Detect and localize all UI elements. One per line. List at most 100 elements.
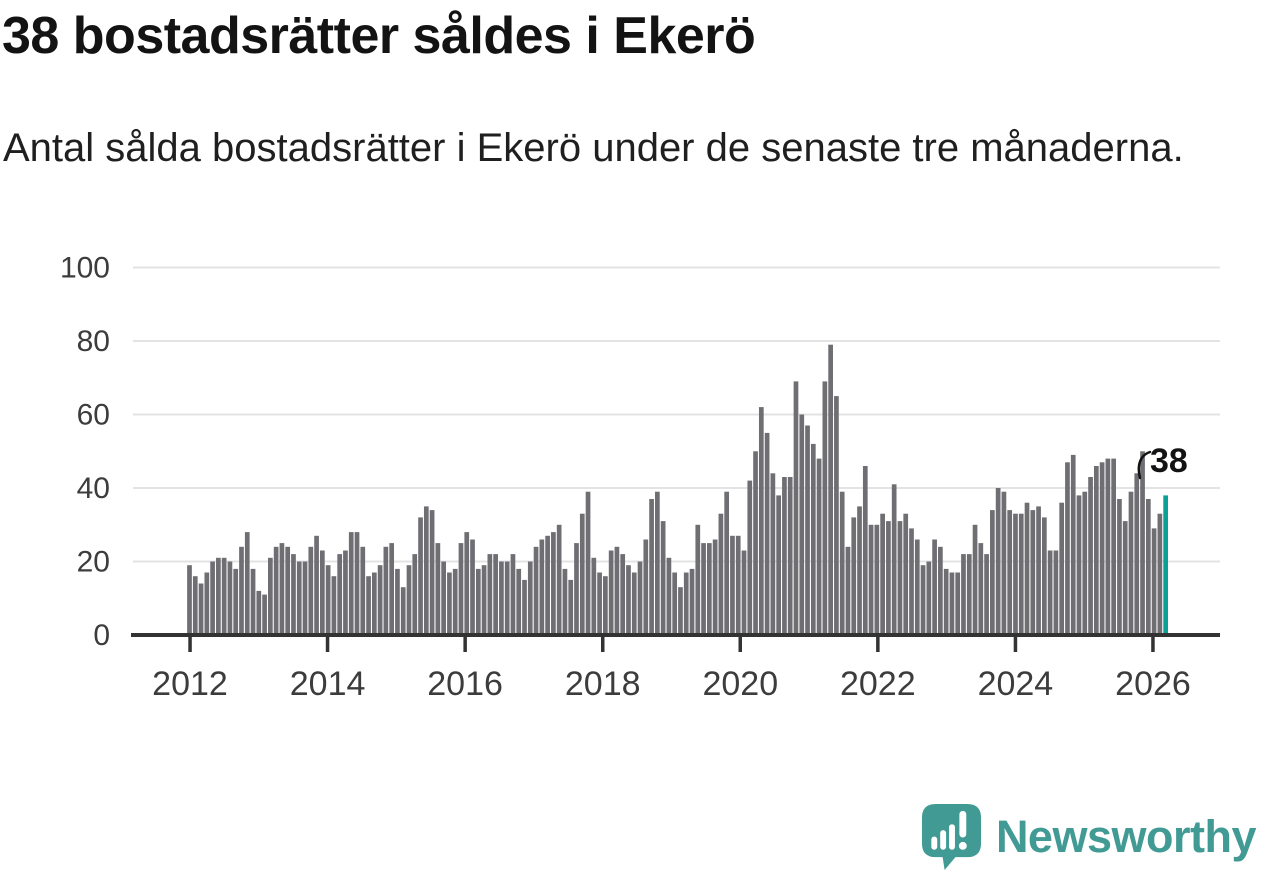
bar bbox=[348, 532, 354, 635]
bar bbox=[221, 557, 227, 635]
gridline bbox=[133, 413, 1220, 416]
bar bbox=[724, 491, 730, 635]
bar bbox=[1018, 513, 1024, 635]
x-axis-tick-label: 2012 bbox=[152, 665, 228, 703]
bar bbox=[718, 513, 724, 635]
bar bbox=[510, 554, 516, 635]
x-axis-tick bbox=[601, 637, 605, 652]
bar bbox=[244, 532, 250, 635]
bar bbox=[262, 594, 267, 635]
y-axis-tick-label: 40 bbox=[77, 472, 110, 505]
bar bbox=[1076, 495, 1082, 636]
bar bbox=[1105, 458, 1111, 635]
bar bbox=[764, 432, 770, 635]
bar bbox=[320, 550, 325, 635]
x-axis-tick-label: 2026 bbox=[1115, 665, 1191, 703]
bar bbox=[920, 565, 926, 635]
bar bbox=[452, 568, 458, 635]
bar bbox=[533, 546, 539, 635]
bar bbox=[493, 554, 498, 635]
bar bbox=[914, 539, 920, 635]
bar bbox=[470, 539, 475, 635]
chart-subtitle: Antal sålda bostadsrätter i Ekerö under … bbox=[3, 126, 1184, 170]
bar bbox=[591, 557, 597, 635]
x-axis-tick bbox=[463, 637, 467, 652]
bar bbox=[574, 543, 579, 635]
bar bbox=[666, 557, 672, 635]
x-axis-tick-label: 2022 bbox=[840, 665, 916, 703]
gridline bbox=[133, 487, 1220, 489]
bar bbox=[620, 554, 626, 635]
bar bbox=[776, 495, 781, 636]
bar bbox=[1007, 510, 1013, 635]
bar bbox=[475, 568, 481, 635]
bar bbox=[354, 532, 360, 635]
bar bbox=[1065, 462, 1070, 635]
annotation-leader-line bbox=[1137, 450, 1152, 480]
bar bbox=[903, 513, 909, 635]
bar bbox=[891, 484, 897, 635]
bar bbox=[256, 590, 262, 635]
bar bbox=[897, 521, 903, 635]
bar bbox=[435, 543, 441, 635]
last-value-annotation: 38 bbox=[1150, 442, 1188, 480]
bar bbox=[1059, 502, 1065, 635]
bar bbox=[395, 568, 400, 635]
bar bbox=[516, 568, 522, 635]
bar bbox=[787, 477, 793, 635]
bar bbox=[735, 535, 741, 635]
bar bbox=[608, 550, 614, 635]
bar bbox=[216, 557, 221, 635]
bar bbox=[268, 557, 273, 635]
bar bbox=[810, 443, 816, 635]
bar bbox=[337, 554, 343, 635]
bar bbox=[995, 488, 1001, 635]
bar bbox=[585, 491, 591, 635]
bar bbox=[874, 524, 880, 636]
bar bbox=[487, 554, 493, 635]
bar bbox=[730, 535, 735, 635]
bar bbox=[597, 572, 602, 635]
bar bbox=[1157, 513, 1163, 635]
bar bbox=[793, 381, 799, 635]
bar bbox=[943, 568, 949, 635]
bar bbox=[273, 546, 279, 635]
bar bbox=[816, 458, 822, 635]
bar bbox=[1047, 550, 1053, 635]
y-axis-tick-label: 80 bbox=[77, 325, 110, 358]
bar bbox=[862, 466, 868, 635]
bar bbox=[192, 576, 198, 635]
bar bbox=[325, 565, 331, 635]
bar bbox=[839, 491, 845, 635]
x-axis-tick bbox=[1013, 637, 1018, 652]
highlighted-bar bbox=[1163, 495, 1168, 636]
bar bbox=[655, 491, 660, 635]
y-axis-tick-label: 0 bbox=[93, 619, 110, 652]
bar bbox=[1088, 477, 1093, 635]
bar bbox=[880, 513, 885, 635]
y-axis-tick-label: 60 bbox=[77, 399, 110, 432]
bar bbox=[429, 510, 435, 635]
newsworthy-logo: Newsworthy bbox=[920, 802, 1257, 871]
bar bbox=[868, 524, 874, 636]
bar bbox=[1042, 517, 1047, 635]
bar bbox=[649, 499, 654, 635]
bar bbox=[1117, 499, 1122, 635]
bar bbox=[331, 576, 337, 635]
bar bbox=[672, 572, 678, 635]
gridline bbox=[133, 340, 1220, 342]
bar bbox=[406, 565, 412, 635]
bar bbox=[603, 576, 608, 635]
bar bbox=[1036, 506, 1041, 635]
bar bbox=[418, 517, 423, 635]
bar bbox=[204, 572, 210, 635]
bar bbox=[886, 521, 891, 635]
bar bbox=[400, 587, 406, 635]
bar bbox=[966, 554, 972, 635]
bar bbox=[1030, 510, 1036, 635]
bar bbox=[1053, 550, 1059, 635]
bar bbox=[822, 381, 828, 635]
x-axis-tick-label: 2014 bbox=[290, 665, 366, 703]
bar bbox=[637, 561, 643, 635]
